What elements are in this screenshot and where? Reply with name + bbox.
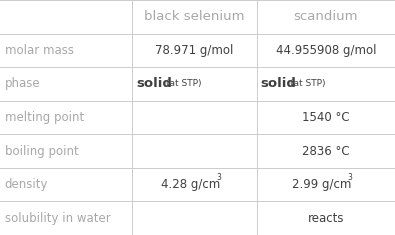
Text: molar mass: molar mass: [5, 44, 74, 57]
Text: (at STP): (at STP): [290, 79, 326, 88]
Text: reacts: reacts: [308, 212, 344, 225]
Text: solid: solid: [136, 77, 172, 90]
Text: melting point: melting point: [5, 111, 84, 124]
Text: solid: solid: [261, 77, 297, 90]
Text: density: density: [5, 178, 48, 191]
Text: 3: 3: [216, 173, 221, 182]
Text: solubility in water: solubility in water: [5, 212, 111, 225]
Text: 4.28 g/cm: 4.28 g/cm: [161, 178, 220, 191]
Text: (at STP): (at STP): [166, 79, 201, 88]
Text: 2.99 g/cm: 2.99 g/cm: [292, 178, 352, 191]
Text: boiling point: boiling point: [5, 145, 79, 158]
Text: 78.971 g/mol: 78.971 g/mol: [155, 44, 234, 57]
Text: black selenium: black selenium: [144, 10, 245, 23]
Text: 3: 3: [348, 173, 352, 182]
Text: 2836 °C: 2836 °C: [302, 145, 350, 158]
Text: scandium: scandium: [293, 10, 358, 23]
Text: 1540 °C: 1540 °C: [302, 111, 350, 124]
Text: 44.955908 g/mol: 44.955908 g/mol: [276, 44, 376, 57]
Text: phase: phase: [5, 77, 40, 90]
